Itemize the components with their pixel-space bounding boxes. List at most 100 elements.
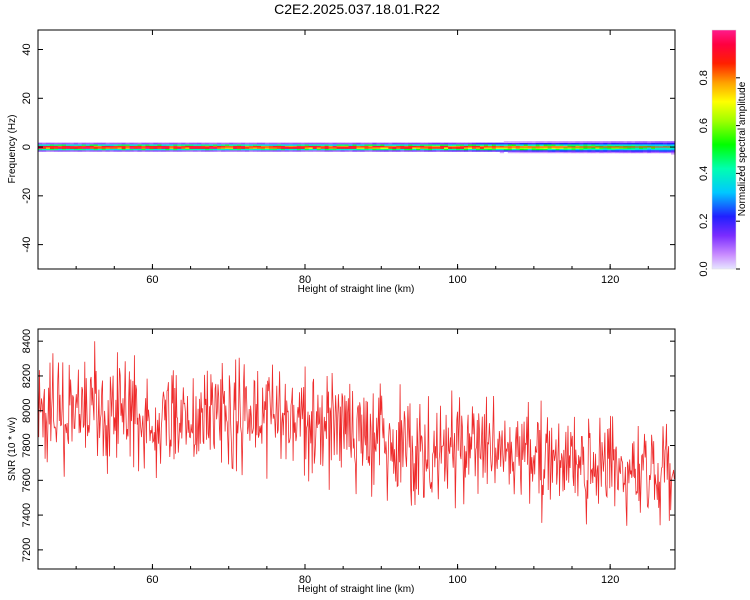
heatmap-cell xyxy=(328,147,333,149)
heatmap-cell xyxy=(356,142,361,145)
heatmap-cell xyxy=(555,148,560,151)
heatmap-cell xyxy=(328,149,333,152)
heatmap-cell xyxy=(659,144,664,146)
heatmap-cell xyxy=(173,145,178,148)
heatmap-cell xyxy=(671,141,676,143)
heatmap-cell xyxy=(543,144,548,146)
heatmap-cell xyxy=(324,142,329,145)
heatmap-cell xyxy=(372,142,377,145)
heatmap-cell xyxy=(507,144,513,146)
heatmap-cell xyxy=(607,147,612,149)
heatmap-cell xyxy=(332,148,337,151)
heatmap-cell xyxy=(241,147,246,149)
heatmap-cell xyxy=(268,142,274,145)
heatmap-cell xyxy=(499,144,505,146)
heatmap-cell xyxy=(81,142,87,145)
heatmap-cell xyxy=(38,144,43,146)
heatmap-cell xyxy=(663,145,668,148)
snr-frame xyxy=(37,328,676,570)
heatmap-cell xyxy=(380,148,385,151)
heatmap-cell xyxy=(41,145,47,148)
heatmap-cell xyxy=(368,144,373,146)
heatmap-cell xyxy=(328,144,333,146)
heatmap-cell xyxy=(491,149,497,152)
heatmap-cell xyxy=(245,144,250,146)
heatmap-cell xyxy=(543,141,548,143)
heatmap-cell xyxy=(408,142,413,145)
heatmap-cell xyxy=(655,145,660,148)
heatmap-cell xyxy=(511,144,517,146)
heatmap-cell xyxy=(256,145,262,148)
heatmap-cell xyxy=(141,142,146,145)
spectrogram-ytick-label: -40 xyxy=(21,237,33,253)
heatmap-cell xyxy=(260,147,266,149)
heatmap-cell xyxy=(452,148,457,151)
heatmap-cell xyxy=(65,148,71,151)
heatmap-cell xyxy=(519,142,525,145)
heatmap-cell xyxy=(483,148,489,151)
heatmap-cell xyxy=(651,151,656,154)
heatmap-cell xyxy=(49,147,55,149)
heatmap-cell xyxy=(348,148,353,151)
heatmap-cell xyxy=(145,147,150,149)
heatmap-cell xyxy=(595,145,600,148)
heatmap-cell xyxy=(587,144,592,146)
heatmap-cell xyxy=(49,145,55,148)
heatmap-cell xyxy=(392,142,397,145)
heatmap-cell xyxy=(121,142,126,145)
spectrogram-ylabel: Frequency (Hz) xyxy=(7,115,18,184)
heatmap-cell xyxy=(523,142,528,145)
heatmap-cell xyxy=(288,149,294,152)
heatmap-cell xyxy=(81,144,87,146)
heatmap-cell xyxy=(404,149,409,152)
heatmap-cell xyxy=(567,141,572,143)
heatmap-cell xyxy=(225,148,230,151)
heatmap-cell xyxy=(631,141,636,143)
heatmap-cell xyxy=(507,149,513,152)
heatmap-cell xyxy=(575,142,580,145)
heatmap-cell xyxy=(388,144,393,146)
heatmap-cell xyxy=(332,145,337,148)
heatmap-cell xyxy=(292,149,298,152)
heatmap-cell xyxy=(551,145,556,148)
heatmap-cell xyxy=(376,145,381,148)
heatmap-cell xyxy=(237,148,242,151)
heatmap-cell xyxy=(420,147,425,149)
heatmap-cell xyxy=(515,147,521,149)
heatmap-cell xyxy=(563,144,568,146)
heatmap-cell xyxy=(97,144,102,146)
heatmap-cell xyxy=(284,145,290,148)
heatmap-cell xyxy=(651,147,656,149)
heatmap-cell xyxy=(173,148,178,151)
heatmap-cell xyxy=(432,142,437,145)
heatmap-cell xyxy=(507,148,513,151)
heatmap-cell xyxy=(475,142,481,145)
heatmap-cell xyxy=(296,144,302,146)
heatmap-cell xyxy=(376,148,381,151)
heatmap-cell xyxy=(396,144,401,146)
heatmap-cell xyxy=(519,147,525,149)
heatmap-cell xyxy=(276,142,282,145)
heatmap-cell xyxy=(436,148,441,151)
heatmap-cell xyxy=(308,145,313,148)
heatmap-cell xyxy=(268,149,274,152)
heatmap-cell xyxy=(635,147,640,149)
heatmap-cell xyxy=(392,144,397,146)
heatmap-cell xyxy=(559,141,564,143)
heatmap-cell xyxy=(245,149,250,152)
heatmap-cell xyxy=(535,151,540,154)
heatmap-cell xyxy=(45,147,51,149)
heatmap-cell xyxy=(595,149,600,152)
heatmap-cell xyxy=(428,149,433,152)
heatmap-cell xyxy=(432,148,437,151)
heatmap-cell xyxy=(117,149,122,152)
heatmap-cell xyxy=(563,148,568,151)
heatmap-cell xyxy=(117,144,122,146)
heatmap-cell xyxy=(229,145,234,148)
heatmap-cell xyxy=(627,141,632,143)
heatmap-cell xyxy=(635,148,640,151)
heatmap-cell xyxy=(567,148,572,151)
heatmap-cell xyxy=(249,147,254,149)
heatmap-cell xyxy=(448,148,453,151)
heatmap-cell xyxy=(639,141,644,143)
